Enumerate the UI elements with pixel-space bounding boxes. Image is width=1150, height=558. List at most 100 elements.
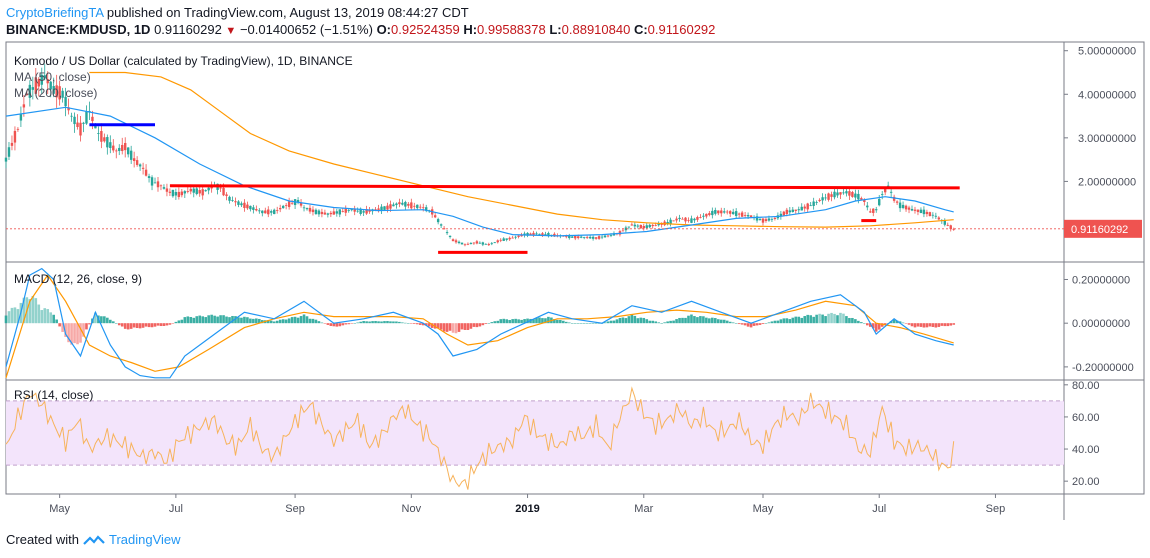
candle-body — [222, 187, 225, 196]
candle-body — [243, 202, 246, 208]
macd-histogram-bar — [487, 323, 491, 324]
candle-body — [34, 77, 38, 94]
tradingview-brand-link[interactable]: TradingView — [108, 532, 181, 547]
candle-body — [466, 243, 470, 245]
candle-body — [541, 233, 544, 235]
macd-histogram-bar — [106, 317, 109, 324]
candle-body — [591, 236, 595, 239]
candle-body — [121, 144, 124, 152]
macd-histogram-bar — [311, 318, 315, 324]
macd-histogram-bar — [13, 307, 17, 324]
macd-histogram-bar — [493, 321, 497, 324]
candle-body — [407, 203, 410, 206]
macd-histogram-bar — [860, 322, 863, 324]
candle-body — [305, 208, 309, 210]
macd-histogram-bar — [359, 321, 362, 324]
candle-body — [19, 114, 23, 121]
macd-histogram-bar — [588, 323, 592, 324]
candle-body — [13, 130, 17, 143]
macd-histogram-bar — [842, 313, 845, 324]
macd-histogram-bar — [100, 316, 103, 324]
candle-body — [398, 202, 401, 205]
candle-body — [79, 122, 82, 136]
macd-histogram-bar — [746, 323, 750, 327]
macd-histogram-bar — [684, 317, 687, 324]
candle-body — [675, 218, 678, 221]
macd-histogram-bar — [633, 315, 637, 324]
macd-histogram-bar — [258, 318, 261, 324]
candle-body — [299, 202, 303, 206]
candle-body — [681, 218, 684, 220]
candle-body — [332, 211, 336, 215]
candle-body — [809, 205, 812, 207]
macd-histogram-bar — [383, 321, 386, 324]
macd-histogram-bar — [740, 323, 744, 325]
macd-histogram-bar — [463, 323, 467, 330]
candle-body — [58, 86, 61, 100]
candle-body — [55, 85, 58, 98]
macd-histogram-bar — [627, 316, 631, 324]
macd-histogram-bar — [43, 308, 47, 324]
chart-area[interactable]: 0.91160292 Komodo / US Dollar (calculated… — [0, 0, 1150, 520]
macd-histogram-bar — [368, 321, 371, 324]
macd-histogram-bar — [943, 323, 947, 327]
candle-body — [925, 211, 929, 215]
macd-histogram-bar — [147, 323, 151, 328]
macd-histogram-bar — [576, 323, 580, 324]
candle-body — [669, 219, 672, 224]
candle-body — [678, 217, 681, 220]
macd-histogram-bar — [907, 323, 911, 325]
candle-body — [889, 191, 893, 193]
macd-histogram-bar — [472, 323, 476, 327]
candle-body — [684, 217, 687, 222]
macd-histogram-bar — [874, 323, 878, 332]
macd-histogram-bar — [117, 323, 121, 326]
candle-body — [511, 237, 514, 239]
macd-histogram-bar — [123, 323, 127, 329]
candle-body — [91, 116, 94, 122]
macd-histogram-bar — [58, 323, 61, 327]
macd-histogram-bar — [317, 321, 321, 324]
candle-body — [16, 128, 20, 130]
macd-histogram-bar — [61, 323, 64, 332]
macd-histogram-bar — [261, 320, 264, 324]
macd-histogram-bar — [269, 320, 273, 324]
macd-histogram-bar — [538, 317, 541, 324]
candle-body — [737, 213, 741, 215]
macd-histogram-bar — [395, 321, 398, 324]
candle-body — [839, 192, 842, 195]
rsi-pane-title: RSI (14, close) — [14, 388, 93, 402]
macd-histogram-bar — [451, 323, 455, 333]
macd-histogram-bar — [609, 320, 613, 324]
candle-body — [755, 216, 759, 221]
candle-body — [585, 236, 589, 238]
candle-body — [237, 201, 240, 205]
macd-histogram-bar — [234, 316, 237, 324]
macd-histogram-bar — [585, 323, 589, 324]
candle-body — [833, 191, 836, 198]
time-axis-tick-label: May — [753, 503, 774, 515]
macd-histogram-bar — [34, 298, 38, 324]
macd-histogram-bar — [320, 322, 324, 324]
macd-histogram-bar — [347, 323, 351, 325]
macd-histogram-bar — [266, 320, 270, 324]
candle-body — [97, 133, 100, 134]
macd-histogram-bar — [949, 323, 953, 326]
macd-histogram-bar — [272, 321, 276, 324]
macd-histogram-bar — [296, 317, 300, 324]
macd-histogram-bar — [663, 322, 666, 324]
candle-body — [496, 240, 499, 243]
candle-body — [61, 90, 64, 98]
author-name[interactable]: CryptoBriefingTA — [6, 5, 104, 20]
candle-body — [118, 147, 121, 151]
macd-histogram-bar — [314, 319, 318, 324]
macd-histogram-bar — [606, 321, 610, 324]
macd-histogram-bar — [73, 323, 76, 344]
macd-histogram-bar — [410, 323, 413, 324]
macd-histogram-bar — [156, 323, 160, 326]
macd-histogram-bar — [353, 322, 356, 324]
price-axis-tick-label: 4.00000000 — [1078, 89, 1136, 101]
macd-histogram-bar — [67, 323, 70, 343]
macd-histogram-bar — [597, 323, 601, 324]
candle-body — [886, 185, 890, 187]
